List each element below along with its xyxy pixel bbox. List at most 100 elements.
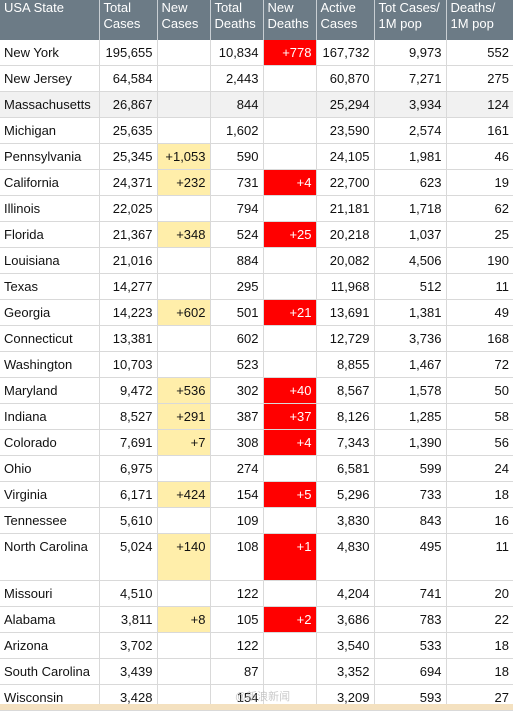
state-cell[interactable]: Michigan (0, 117, 100, 144)
table-row: California 24,371 +232 731 +4 22,700 623 19 (0, 169, 513, 196)
state-cell[interactable]: Massachusetts (0, 91, 100, 118)
deaths-per-million-cell: 190 (446, 247, 513, 274)
total-deaths-cell: 154 (210, 481, 264, 508)
col-header-cases-per-million[interactable]: Tot Cases/ 1M pop (374, 0, 447, 40)
state-cell[interactable]: North Carolina (0, 533, 100, 581)
total-cases-cell: 6,975 (99, 455, 158, 482)
state-cell[interactable]: Texas (0, 273, 100, 300)
state-cell[interactable]: Connecticut (0, 325, 100, 352)
total-cases-cell: 4,510 (99, 580, 158, 607)
cases-per-million-cell: 1,390 (374, 429, 447, 456)
new-deaths-cell (263, 195, 317, 222)
col-header-new-cases[interactable]: New Cases (157, 0, 211, 40)
total-cases-cell: 6,171 (99, 481, 158, 508)
state-cell[interactable]: Louisiana (0, 247, 100, 274)
deaths-per-million-cell: 11 (446, 533, 513, 581)
state-cell[interactable]: Illinois (0, 195, 100, 222)
active-cases-cell: 7,343 (316, 429, 375, 456)
total-deaths-cell: 105 (210, 606, 264, 633)
new-deaths-cell (263, 273, 317, 300)
cases-per-million-cell: 843 (374, 507, 447, 534)
state-cell[interactable]: Ohio (0, 455, 100, 482)
col-header-active-cases[interactable]: Active Cases (316, 0, 375, 40)
total-cases-cell: 14,277 (99, 273, 158, 300)
state-cell[interactable]: Washington (0, 351, 100, 378)
state-cell[interactable]: New Jersey (0, 65, 100, 92)
state-cell[interactable]: Virginia (0, 481, 100, 508)
col-header-deaths-per-million[interactable]: Deaths/ 1M pop (446, 0, 513, 40)
total-cases-cell: 8,527 (99, 403, 158, 430)
total-cases-cell: 22,025 (99, 195, 158, 222)
state-cell[interactable]: New York (0, 40, 100, 66)
cases-per-million-cell: 694 (374, 658, 447, 685)
active-cases-cell: 8,126 (316, 403, 375, 430)
total-deaths-cell: 590 (210, 143, 264, 170)
new-cases-cell: +140 (157, 533, 211, 581)
new-deaths-cell (263, 658, 317, 685)
new-deaths-cell (263, 247, 317, 274)
new-deaths-cell (263, 65, 317, 92)
state-cell[interactable]: California (0, 169, 100, 196)
deaths-per-million-cell: 18 (446, 481, 513, 508)
table-row: Texas 14,277 295 11,968 512 11 (0, 273, 513, 300)
active-cases-cell: 22,700 (316, 169, 375, 196)
cases-per-million-cell: 599 (374, 455, 447, 482)
new-cases-cell: +291 (157, 403, 211, 430)
state-cell[interactable]: Alabama (0, 606, 100, 633)
table-row: Washington 10,703 523 8,855 1,467 72 (0, 351, 513, 378)
new-cases-cell (157, 117, 211, 144)
deaths-per-million-cell: 19 (446, 169, 513, 196)
new-deaths-cell (263, 143, 317, 170)
total-cases-cell: 5,024 (99, 533, 158, 581)
total-deaths-cell: 731 (210, 169, 264, 196)
deaths-per-million-cell: 50 (446, 377, 513, 404)
cases-per-million-cell: 1,981 (374, 143, 447, 170)
total-deaths-cell: 122 (210, 632, 264, 659)
state-cell[interactable]: Maryland (0, 377, 100, 404)
state-cell[interactable]: Indiana (0, 403, 100, 430)
state-cell[interactable]: Pennsylvania (0, 143, 100, 170)
total-cases-cell: 7,691 (99, 429, 158, 456)
active-cases-cell: 5,296 (316, 481, 375, 508)
col-header-total-deaths[interactable]: Total Deaths (210, 0, 264, 40)
new-deaths-cell (263, 91, 317, 118)
state-cell[interactable]: Tennessee (0, 507, 100, 534)
state-cell[interactable]: Georgia (0, 299, 100, 326)
col-header-total-cases[interactable]: Total Cases (99, 0, 158, 40)
table-row: Arizona 3,702 122 3,540 533 18 (0, 632, 513, 659)
table-row: Wisconsin 3,428 154 3,209 593 27 (0, 684, 513, 711)
active-cases-cell: 13,691 (316, 299, 375, 326)
state-cell[interactable]: Florida (0, 221, 100, 248)
total-cases-cell: 24,371 (99, 169, 158, 196)
table-row: Maryland 9,472 +536 302 +40 8,567 1,578 50 (0, 377, 513, 404)
col-header-new-deaths[interactable]: New Deaths (263, 0, 317, 40)
col-header-state[interactable]: USA State (0, 0, 100, 40)
state-cell[interactable]: Arizona (0, 632, 100, 659)
state-cell[interactable]: Colorado (0, 429, 100, 456)
cases-per-million-cell: 783 (374, 606, 447, 633)
state-cell[interactable]: South Carolina (0, 658, 100, 685)
deaths-per-million-cell: 20 (446, 580, 513, 607)
deaths-per-million-cell: 58 (446, 403, 513, 430)
total-cases-cell: 5,610 (99, 507, 158, 534)
cases-per-million-cell: 1,718 (374, 195, 447, 222)
deaths-per-million-cell: 24 (446, 455, 513, 482)
new-cases-cell: +232 (157, 169, 211, 196)
new-cases-cell (157, 455, 211, 482)
new-cases-cell (157, 658, 211, 685)
active-cases-cell: 23,590 (316, 117, 375, 144)
state-cell[interactable]: Missouri (0, 580, 100, 607)
table-row: Massachusetts 26,867 844 25,294 3,934 124 (0, 91, 513, 118)
active-cases-cell: 20,082 (316, 247, 375, 274)
new-deaths-cell: +37 (263, 403, 317, 430)
deaths-per-million-cell: 168 (446, 325, 513, 352)
total-deaths-cell: 2,443 (210, 65, 264, 92)
new-deaths-cell (263, 632, 317, 659)
table-row: New Jersey 64,584 2,443 60,870 7,271 275 (0, 65, 513, 92)
total-deaths-cell: 794 (210, 195, 264, 222)
table-row: North Carolina 5,024 +140 108 +1 4,830 495 11 (0, 533, 513, 581)
new-cases-cell: +536 (157, 377, 211, 404)
active-cases-cell: 11,968 (316, 273, 375, 300)
new-cases-cell (157, 351, 211, 378)
